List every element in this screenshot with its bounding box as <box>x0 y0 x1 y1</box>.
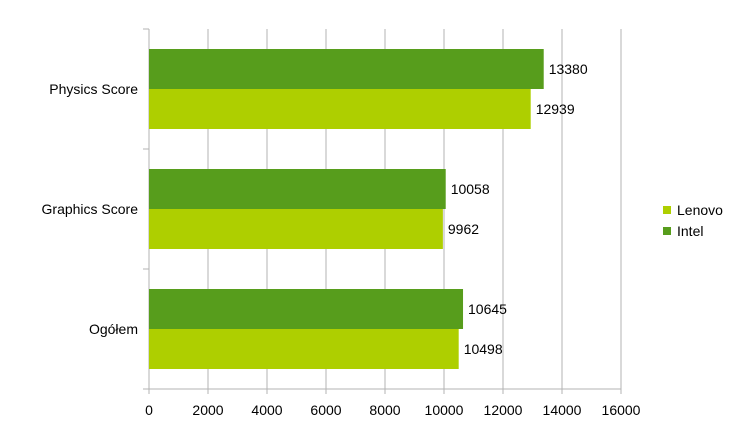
x-tick-label: 16000 <box>602 402 641 418</box>
x-tick-label: 0 <box>145 402 153 418</box>
bar-intel <box>149 49 544 89</box>
x-tick-label: 6000 <box>310 402 341 418</box>
x-tick-label: 4000 <box>251 402 282 418</box>
category-label: Graphics Score <box>42 201 139 217</box>
legend-swatch-intel <box>663 227 671 235</box>
bar-lenovo <box>149 209 443 249</box>
category-label: Physics Score <box>49 81 138 97</box>
data-label: 10498 <box>464 341 503 357</box>
bar-layer <box>149 49 544 369</box>
bar-intel <box>149 289 464 329</box>
data-label: 10645 <box>468 301 507 317</box>
data-label: 9962 <box>448 221 479 237</box>
bar-lenovo <box>149 89 531 129</box>
legend-swatch-lenovo <box>663 206 671 214</box>
legend-label-lenovo: Lenovo <box>677 202 723 218</box>
x-tick-label: 8000 <box>369 402 400 418</box>
data-label: 10058 <box>451 181 490 197</box>
data-label: 12939 <box>536 101 575 117</box>
bar-lenovo <box>149 329 459 369</box>
category-label: Ogółem <box>89 321 138 337</box>
legend-label-intel: Intel <box>677 223 703 239</box>
legend: Lenovo Intel <box>663 202 723 239</box>
label-layer: 0 2000 4000 6000 8000 10000 12000 14000 16000 133… <box>42 61 641 418</box>
x-tick-label: 2000 <box>192 402 223 418</box>
x-tick-label: 12000 <box>484 402 523 418</box>
data-label: 13380 <box>549 61 588 77</box>
x-tick-label: 14000 <box>543 402 582 418</box>
x-tick-label: 10000 <box>425 402 464 418</box>
bar-intel <box>149 169 446 209</box>
